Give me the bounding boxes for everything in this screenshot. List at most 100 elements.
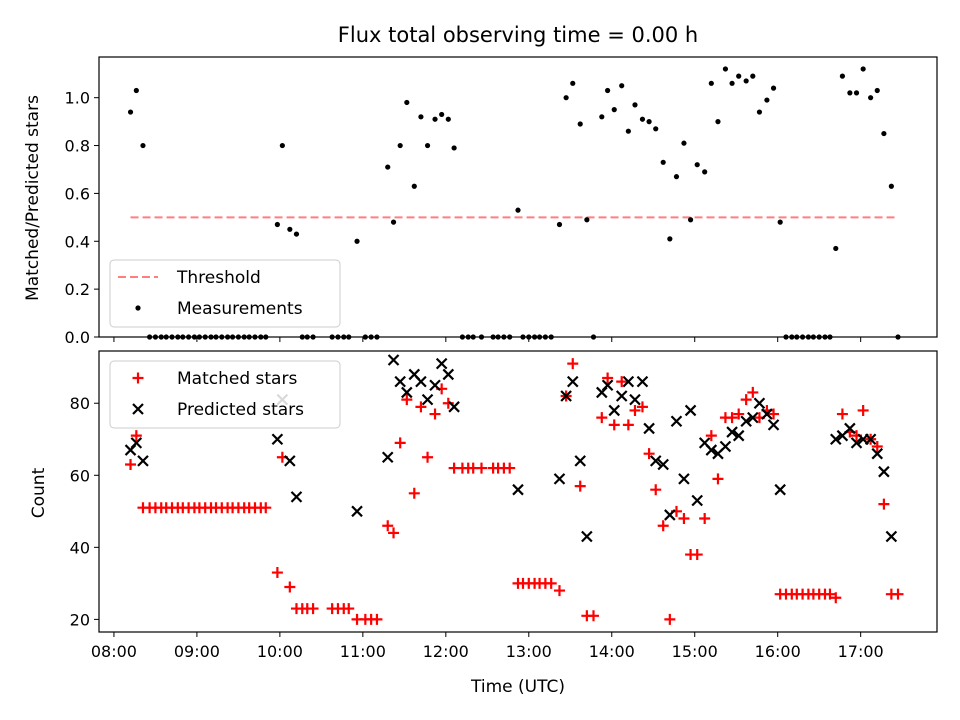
- predicted-star-point: [553, 473, 566, 485]
- predicted-star-point: [844, 422, 856, 435]
- measurement-point: [619, 83, 625, 89]
- matched-star-point: [574, 480, 586, 492]
- matched-star-point: [705, 430, 717, 442]
- measurement-point: [287, 226, 293, 232]
- measurement-point: [770, 85, 777, 91]
- predicted-star-point: [719, 440, 732, 453]
- measurement-point: [274, 221, 280, 228]
- matched-star-point: [553, 585, 565, 597]
- measurement-point: [660, 159, 666, 165]
- matched-star-point: [664, 613, 676, 625]
- matched-star-point: [125, 458, 137, 470]
- x-tick-label: 14:00: [589, 642, 635, 661]
- predicted-star-point: [271, 433, 284, 446]
- matched-star-point: [733, 408, 745, 420]
- bottom-legend: Matched stars Predicted stars: [109, 360, 341, 429]
- matched-star-point: [371, 613, 383, 625]
- measurement-point: [702, 169, 708, 175]
- matched-star-point: [394, 437, 406, 449]
- x-tick-label: 13:00: [506, 642, 552, 661]
- matched-star-point: [636, 401, 648, 413]
- predicted-star-point: [670, 415, 683, 428]
- measurement-point: [729, 80, 735, 86]
- legend-label: Threshold: [176, 268, 261, 288]
- legend-label: Matched stars: [177, 369, 297, 389]
- measurement-point: [750, 73, 756, 79]
- predicted-star-point: [761, 408, 773, 420]
- top-axes-frame: [98, 56, 938, 338]
- predicted-star-point: [574, 455, 587, 467]
- measurement-point: [432, 116, 438, 122]
- measurement-point: [605, 87, 611, 94]
- matched-star-point: [382, 520, 394, 532]
- measurement-point: [860, 66, 866, 72]
- predicted-star-point: [448, 401, 460, 413]
- measurement-point: [515, 207, 521, 213]
- x-axis-label: Time (UTC): [470, 677, 565, 697]
- top-y-tick-label: 1.0: [65, 89, 90, 108]
- predicted-star-point: [636, 375, 649, 388]
- matched-star-point: [712, 473, 724, 485]
- matched-star-point: [747, 386, 759, 398]
- measurement-point: [632, 102, 638, 108]
- predicted-star-point: [401, 386, 413, 399]
- predicted-star-point: [284, 455, 296, 467]
- matched-star-point: [588, 610, 600, 622]
- measurement-point: [736, 73, 742, 79]
- predicted-star-point: [629, 393, 641, 406]
- predicted-star-point: [829, 433, 842, 446]
- predicted-star-point: [732, 429, 745, 442]
- measurement-point: [404, 99, 410, 106]
- matched-star-point: [857, 404, 869, 416]
- measurement-point: [570, 80, 576, 86]
- predicted-star-point: [767, 419, 780, 431]
- x-tick-label: 10:00: [257, 642, 303, 661]
- top-y-tick-label: 0.8: [65, 137, 90, 156]
- measurement-point: [764, 97, 770, 103]
- predicted-star-point: [601, 379, 614, 392]
- series-matched-stars: [125, 358, 904, 625]
- matched-star-point: [892, 588, 904, 600]
- matched-star-point: [602, 372, 614, 384]
- matched-star-point: [616, 376, 628, 388]
- measurement-point: [874, 87, 880, 94]
- measurement-point: [397, 142, 403, 149]
- matched-star-point: [830, 592, 842, 604]
- legend-dot-swatch: [135, 305, 141, 311]
- matched-star-point: [343, 603, 355, 615]
- measurement-point: [646, 119, 652, 125]
- predicted-star-point: [643, 422, 655, 435]
- matched-star-point: [836, 408, 848, 420]
- measurement-point: [611, 107, 617, 113]
- measurement-point: [743, 78, 749, 84]
- bottom-y-axis-label: Count: [29, 467, 49, 518]
- matched-star-point: [650, 484, 662, 496]
- top-legend-box: [109, 259, 341, 328]
- predicted-star-point: [678, 473, 690, 485]
- measurement-point: [777, 219, 783, 225]
- matched-star-point: [388, 527, 400, 539]
- matched-star-point: [408, 487, 420, 499]
- predicted-star-point: [664, 509, 676, 521]
- bottom-y-tick-label: 20: [70, 610, 90, 629]
- top-panel: 0.0 0.2 0.4 0.6 0.8 1.0 Threshold Measurements: [65, 56, 938, 347]
- matched-star-point: [878, 498, 890, 510]
- matched-star-point: [284, 581, 296, 593]
- bottom-y-tick-label: 60: [70, 466, 90, 485]
- measurement-point: [563, 95, 569, 101]
- chart-title: Flux total observing time = 0.00 h: [338, 23, 698, 47]
- predicted-star-point: [137, 455, 149, 467]
- predicted-star-point: [442, 368, 455, 381]
- bottom-y-tick-label: 80: [70, 394, 90, 413]
- measurement-point: [667, 236, 673, 242]
- bottom-y-tick-label: 40: [70, 538, 90, 557]
- predicted-star-point: [421, 393, 434, 406]
- measurement-point: [584, 217, 590, 223]
- series-measurements: [127, 66, 901, 340]
- predicted-star-point: [415, 375, 427, 388]
- x-tick-label: 11:00: [340, 642, 386, 661]
- measurement-point: [577, 121, 583, 127]
- predicted-star-point: [649, 455, 662, 467]
- matched-star-point: [504, 462, 516, 474]
